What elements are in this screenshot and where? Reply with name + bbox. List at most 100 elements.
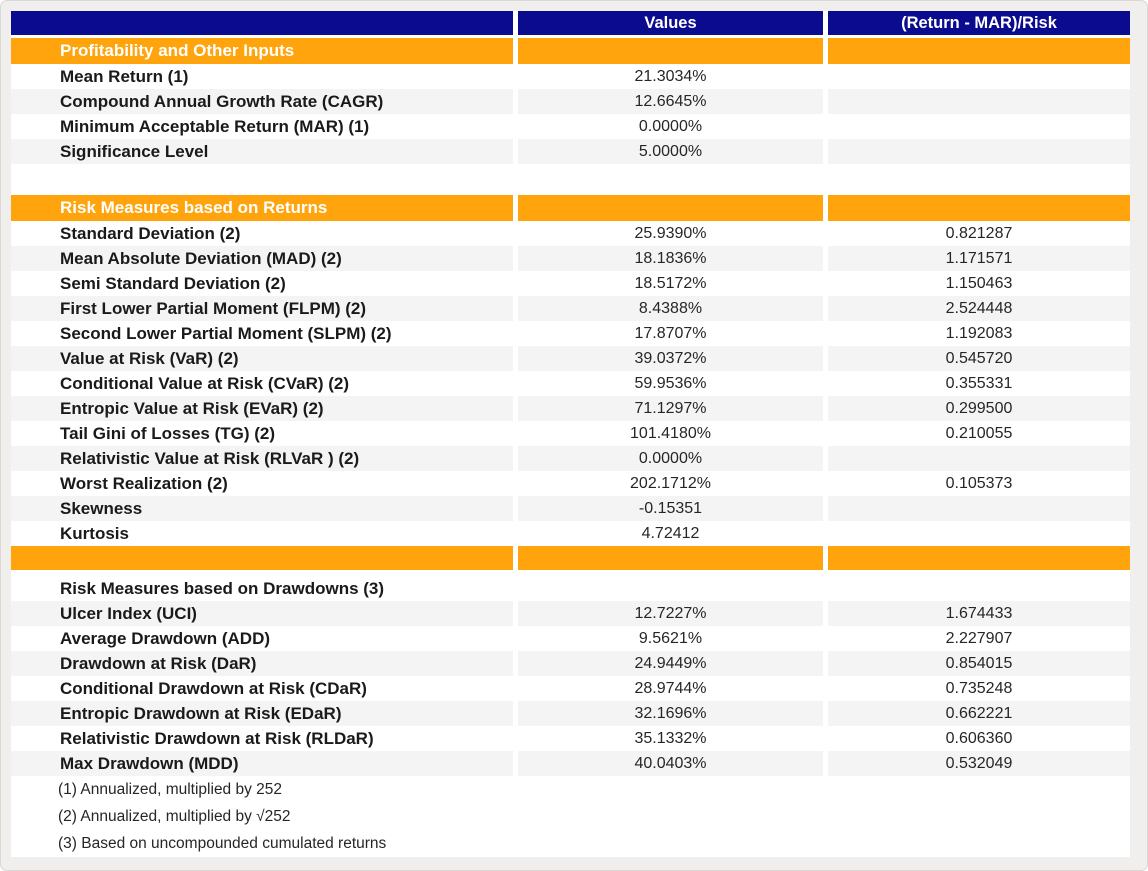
section-cell-empty: [518, 195, 823, 221]
row-ratio: 0.735248: [828, 676, 1130, 701]
data-row: Mean Absolute Deviation (MAD) (2) 18.1836…: [11, 246, 1130, 271]
row-label: Semi Standard Deviation (2): [11, 271, 513, 296]
data-row: Kurtosis 4.72412: [11, 521, 1130, 546]
row-value: 17.8707%: [518, 321, 823, 346]
gap-row: [11, 570, 1130, 576]
row-ratio: 1.192083: [828, 321, 1130, 346]
data-row: First Lower Partial Moment (FLPM) (2) 8.4…: [11, 296, 1130, 321]
row-ratio: 0.210055: [828, 421, 1130, 446]
footnote-row: (3) Based on uncompounded cumulated retu…: [11, 830, 1130, 857]
row-value: 12.7227%: [518, 601, 823, 626]
risk-report-table: Values (Return - MAR)/Risk Profitability…: [11, 11, 1130, 857]
spacer-row: [11, 164, 1130, 195]
row-value: -0.15351: [518, 496, 823, 521]
row-ratio: 0.854015: [828, 651, 1130, 676]
row-ratio: 2.524448: [828, 296, 1130, 321]
row-label: First Lower Partial Moment (FLPM) (2): [11, 296, 513, 321]
row-label: Conditional Value at Risk (CVaR) (2): [11, 371, 513, 396]
data-row: Worst Realization (2) 202.1712% 0.105373: [11, 471, 1130, 496]
row-label: Compound Annual Growth Rate (CAGR): [11, 89, 513, 114]
row-label: Value at Risk (VaR) (2): [11, 346, 513, 371]
column-header-values: Values: [518, 11, 823, 35]
section-cell-empty: [828, 38, 1130, 64]
row-label: Standard Deviation (2): [11, 221, 513, 246]
data-row: Tail Gini of Losses (TG) (2) 101.4180% 0.2…: [11, 421, 1130, 446]
data-row: Relativistic Value at Risk (RLVaR ) (2) 0…: [11, 446, 1130, 471]
section-title: Risk Measures based on Returns: [11, 195, 513, 221]
row-value: 21.3034%: [518, 64, 823, 89]
row-label: Mean Absolute Deviation (MAD) (2): [11, 246, 513, 271]
row-label: Ulcer Index (UCI): [11, 601, 513, 626]
row-value: 25.9390%: [518, 221, 823, 246]
row-label: Kurtosis: [11, 521, 513, 546]
data-row: Skewness -0.15351: [11, 496, 1130, 521]
row-value: 71.1297%: [518, 396, 823, 421]
row-label: Relativistic Value at Risk (RLVaR ) (2): [11, 446, 513, 471]
footnote-row: (2) Annualized, multiplied by √252: [11, 803, 1130, 830]
data-row: Compound Annual Growth Rate (CAGR) 12.664…: [11, 89, 1130, 114]
row-ratio: 0.105373: [828, 471, 1130, 496]
data-row: Significance Level 5.0000%: [11, 139, 1130, 164]
row-value: 32.1696%: [518, 701, 823, 726]
data-row: Mean Return (1) 21.3034%: [11, 64, 1130, 89]
row-value: 12.6645%: [518, 89, 823, 114]
row-ratio: [828, 521, 1130, 546]
row-ratio: 0.821287: [828, 221, 1130, 246]
data-row: Standard Deviation (2) 25.9390% 0.821287: [11, 221, 1130, 246]
row-value: 18.1836%: [518, 246, 823, 271]
row-ratio: [828, 64, 1130, 89]
row-label: Worst Realization (2): [11, 471, 513, 496]
data-row: Value at Risk (VaR) (2) 39.0372% 0.545720: [11, 346, 1130, 371]
footnote-row: (1) Annualized, multiplied by 252: [11, 776, 1130, 803]
data-row: Drawdown at Risk (DaR) 24.9449% 0.854015: [11, 651, 1130, 676]
row-label: Significance Level: [11, 139, 513, 164]
row-value: 5.0000%: [518, 139, 823, 164]
row-ratio: 2.227907: [828, 626, 1130, 651]
row-value: 59.9536%: [518, 371, 823, 396]
row-label: Minimum Acceptable Return (MAR) (1): [11, 114, 513, 139]
row-value: 0.0000%: [518, 114, 823, 139]
row-ratio: [828, 139, 1130, 164]
column-header-ratio: (Return - MAR)/Risk: [828, 11, 1130, 35]
row-label: Second Lower Partial Moment (SLPM) (2): [11, 321, 513, 346]
data-row: Second Lower Partial Moment (SLPM) (2) 17…: [11, 321, 1130, 346]
row-ratio: [828, 114, 1130, 139]
row-value: 18.5172%: [518, 271, 823, 296]
data-row: Conditional Value at Risk (CVaR) (2) 59.9…: [11, 371, 1130, 396]
row-ratio: [828, 446, 1130, 471]
row-ratio: [828, 89, 1130, 114]
row-label: Relativistic Drawdown at Risk (RLDaR): [11, 726, 513, 751]
data-row: Average Drawdown (ADD) 9.5621% 2.227907: [11, 626, 1130, 651]
column-header-empty: [11, 11, 513, 35]
row-value: 4.72412: [518, 521, 823, 546]
section-header-row: Risk Measures based on Returns: [11, 195, 1130, 221]
row-value: 39.0372%: [518, 346, 823, 371]
row-ratio: 1.674433: [828, 601, 1130, 626]
data-row: Minimum Acceptable Return (MAR) (1) 0.000…: [11, 114, 1130, 139]
row-ratio: 0.662221: [828, 701, 1130, 726]
row-value: 40.0403%: [518, 751, 823, 776]
data-row: Max Drawdown (MDD) 40.0403% 0.532049: [11, 751, 1130, 776]
row-ratio: 1.171571: [828, 246, 1130, 271]
row-value: 24.9449%: [518, 651, 823, 676]
data-row: Relativistic Drawdown at Risk (RLDaR) 35.…: [11, 726, 1130, 751]
divider-cell: [518, 546, 823, 570]
row-value: 0.0000%: [518, 446, 823, 471]
row-label: Average Drawdown (ADD): [11, 626, 513, 651]
row-ratio: 0.545720: [828, 346, 1130, 371]
divider-row: [11, 546, 1130, 570]
row-value: 28.9744%: [518, 676, 823, 701]
row-label: Entropic Drawdown at Risk (EDaR): [11, 701, 513, 726]
data-row: Semi Standard Deviation (2) 18.5172% 1.150…: [11, 271, 1130, 296]
row-label: Tail Gini of Losses (TG) (2): [11, 421, 513, 446]
data-row: Entropic Value at Risk (EVaR) (2) 71.1297…: [11, 396, 1130, 421]
row-label: Max Drawdown (MDD): [11, 751, 513, 776]
divider-cell: [828, 546, 1130, 570]
table-rows: Profitability and Other Inputs Mean Retur…: [11, 38, 1130, 857]
column-header-row: Values (Return - MAR)/Risk: [11, 11, 1130, 35]
row-label: Skewness: [11, 496, 513, 521]
data-row: Ulcer Index (UCI) 12.7227% 1.674433: [11, 601, 1130, 626]
row-value: 9.5621%: [518, 626, 823, 651]
data-row: Entropic Drawdown at Risk (EDaR) 32.1696%…: [11, 701, 1130, 726]
